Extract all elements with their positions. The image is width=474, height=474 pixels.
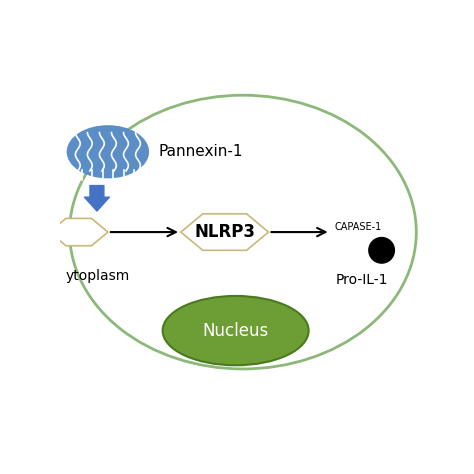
Circle shape — [369, 237, 394, 263]
Ellipse shape — [163, 296, 309, 365]
Text: Pannexin-1: Pannexin-1 — [159, 144, 244, 159]
Text: Pro-IL-1: Pro-IL-1 — [336, 273, 389, 286]
Ellipse shape — [70, 95, 416, 369]
Text: ytoplasm: ytoplasm — [66, 269, 130, 283]
Text: CAPASE-1: CAPASE-1 — [334, 222, 382, 232]
Polygon shape — [49, 219, 108, 246]
Polygon shape — [181, 214, 268, 250]
FancyArrowPatch shape — [84, 186, 109, 211]
Text: NLRP3: NLRP3 — [194, 223, 255, 241]
Ellipse shape — [68, 126, 148, 177]
Text: Nucleus: Nucleus — [202, 322, 269, 339]
